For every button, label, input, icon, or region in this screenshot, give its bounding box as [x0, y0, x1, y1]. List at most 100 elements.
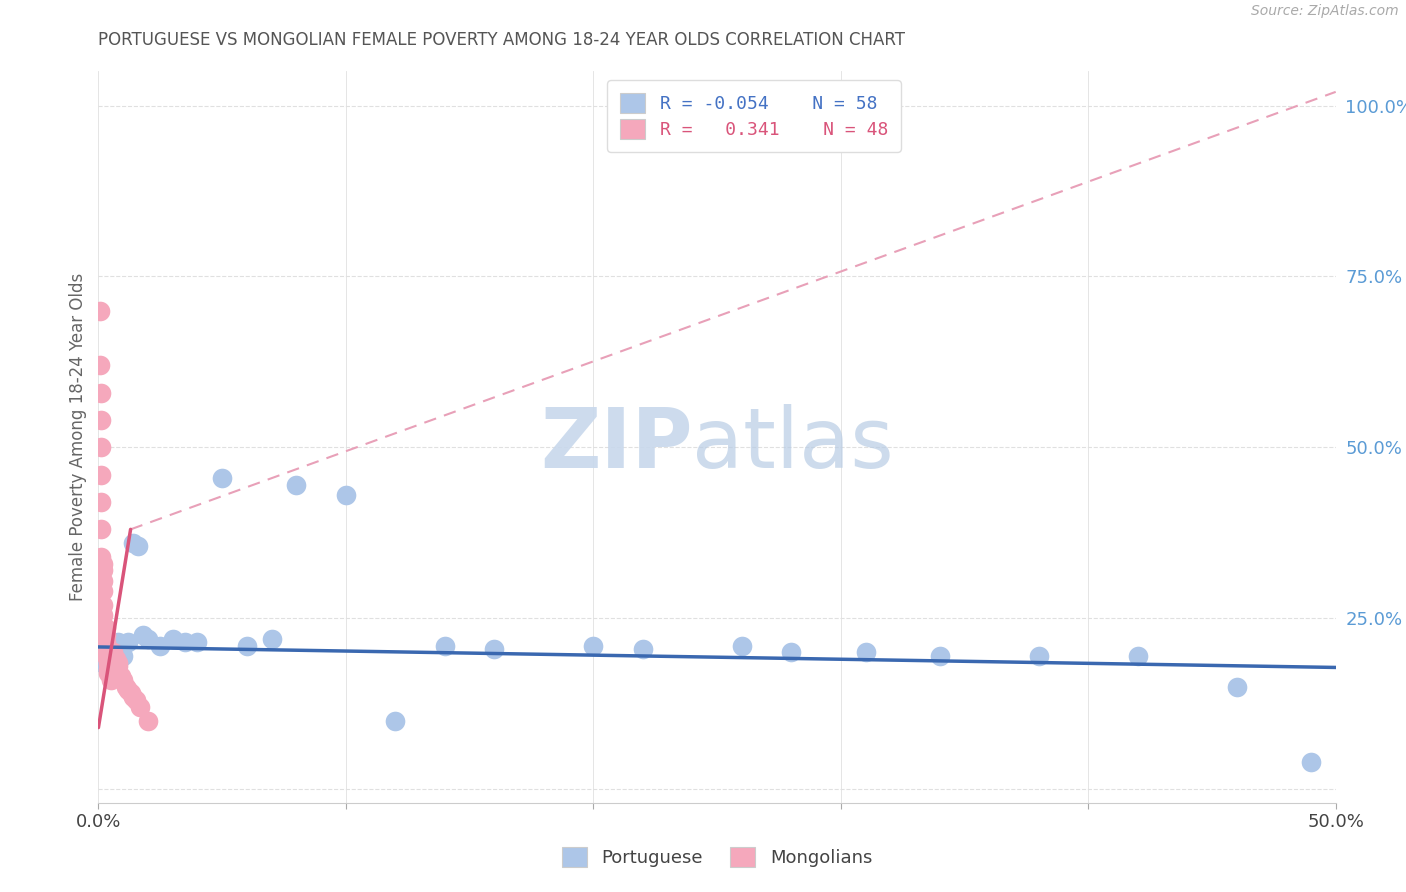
- Point: [100, 659, 122, 673]
- Point: [93, 618, 115, 632]
- Point: [90, 495, 112, 509]
- Point: [97, 645, 120, 659]
- Point: [433, 639, 456, 653]
- Point: [136, 714, 159, 728]
- Point: [174, 635, 197, 649]
- Point: [122, 690, 145, 704]
- Point: [335, 488, 357, 502]
- Point: [260, 632, 283, 646]
- Point: [100, 642, 122, 657]
- Point: [1299, 755, 1322, 769]
- Point: [582, 639, 605, 653]
- Point: [149, 639, 172, 653]
- Point: [928, 648, 950, 663]
- Point: [100, 656, 122, 670]
- Point: [110, 669, 132, 683]
- Point: [855, 645, 877, 659]
- Point: [112, 648, 135, 663]
- Point: [104, 648, 127, 663]
- Point: [97, 648, 120, 663]
- Point: [100, 648, 122, 663]
- Point: [97, 663, 120, 677]
- Point: [780, 645, 803, 659]
- Point: [97, 656, 120, 670]
- Point: [107, 648, 129, 663]
- Point: [100, 673, 122, 687]
- Point: [127, 540, 149, 554]
- Point: [384, 714, 406, 728]
- Point: [112, 673, 135, 687]
- Point: [162, 632, 184, 646]
- Point: [103, 663, 125, 677]
- Point: [124, 693, 146, 707]
- Point: [100, 669, 122, 683]
- Text: Source: ZipAtlas.com: Source: ZipAtlas.com: [1251, 4, 1399, 19]
- Point: [93, 656, 115, 670]
- Point: [1226, 680, 1249, 694]
- Point: [93, 583, 115, 598]
- Point: [136, 632, 159, 646]
- Point: [94, 648, 117, 663]
- Point: [236, 639, 259, 653]
- Legend: Portuguese, Mongolians: Portuguese, Mongolians: [551, 837, 883, 878]
- Point: [117, 683, 139, 698]
- Point: [107, 665, 129, 680]
- Point: [93, 598, 115, 612]
- Point: [107, 656, 129, 670]
- Point: [90, 642, 112, 657]
- Point: [100, 635, 122, 649]
- Point: [93, 607, 115, 622]
- Point: [731, 639, 754, 653]
- Point: [103, 642, 125, 657]
- Point: [186, 635, 208, 649]
- Point: [104, 652, 127, 666]
- Point: [94, 628, 117, 642]
- Point: [93, 574, 115, 588]
- Point: [94, 648, 117, 663]
- Point: [97, 652, 120, 666]
- Text: atlas: atlas: [692, 404, 894, 485]
- Point: [132, 628, 155, 642]
- Point: [631, 642, 654, 657]
- Point: [103, 648, 125, 663]
- Text: PORTUGUESE VS MONGOLIAN FEMALE POVERTY AMONG 18-24 YEAR OLDS CORRELATION CHART: PORTUGUESE VS MONGOLIAN FEMALE POVERTY A…: [98, 31, 905, 49]
- Point: [100, 663, 122, 677]
- Point: [93, 645, 115, 659]
- Point: [122, 536, 145, 550]
- Point: [1028, 648, 1050, 663]
- Point: [90, 413, 112, 427]
- Point: [103, 645, 125, 659]
- Point: [107, 659, 129, 673]
- Point: [120, 686, 142, 700]
- Point: [104, 656, 127, 670]
- Point: [211, 471, 233, 485]
- Point: [94, 635, 117, 649]
- Point: [285, 478, 308, 492]
- Point: [90, 549, 112, 564]
- Point: [117, 635, 139, 649]
- Point: [94, 656, 117, 670]
- Point: [97, 665, 120, 680]
- Point: [1126, 648, 1149, 663]
- Point: [94, 652, 117, 666]
- Point: [103, 648, 125, 663]
- Point: [114, 680, 136, 694]
- Point: [89, 303, 111, 318]
- Point: [97, 645, 120, 659]
- Point: [90, 648, 112, 663]
- Point: [90, 440, 112, 454]
- Point: [90, 385, 112, 400]
- Point: [93, 656, 115, 670]
- Point: [97, 632, 120, 646]
- Point: [484, 642, 506, 657]
- Point: [93, 645, 115, 659]
- Text: ZIP: ZIP: [540, 404, 692, 485]
- Point: [93, 648, 115, 663]
- Point: [94, 642, 117, 657]
- Point: [110, 642, 132, 657]
- Point: [90, 522, 112, 536]
- Point: [94, 622, 117, 636]
- Point: [103, 656, 125, 670]
- Point: [97, 656, 120, 670]
- Point: [107, 635, 129, 649]
